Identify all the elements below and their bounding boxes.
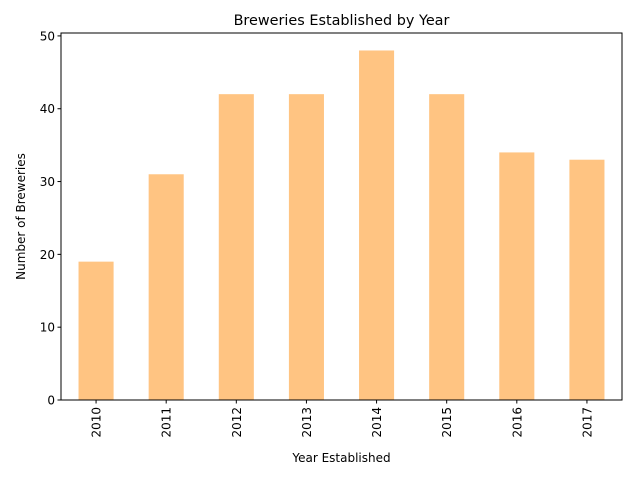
x-tick-label: 2012 bbox=[230, 407, 244, 438]
x-tick-label: 2016 bbox=[510, 407, 524, 438]
chart-title: Breweries Established by Year bbox=[234, 13, 450, 29]
y-tick-label: 40 bbox=[40, 102, 55, 116]
x-tick-label: 2014 bbox=[370, 407, 384, 438]
bar-2016 bbox=[499, 152, 535, 400]
bar-2011 bbox=[148, 174, 184, 400]
bar-2012 bbox=[218, 94, 254, 401]
x-tick-label: 2013 bbox=[300, 407, 314, 438]
x-tick-label: 2010 bbox=[90, 407, 104, 438]
y-tick-label: 50 bbox=[40, 29, 55, 43]
y-tick-label: 10 bbox=[40, 321, 55, 335]
plot-frame bbox=[60, 32, 623, 401]
y-axis-label: Number of Breweries bbox=[14, 153, 28, 280]
bar-2010 bbox=[78, 261, 114, 400]
y-tick-label: 30 bbox=[40, 175, 55, 189]
y-axis-ticks: 0 10 20 30 40 50 bbox=[40, 29, 61, 408]
bar-2013 bbox=[288, 94, 324, 401]
bars-group bbox=[78, 50, 605, 401]
y-tick-label: 0 bbox=[47, 394, 55, 408]
bar-2017 bbox=[569, 159, 605, 400]
y-tick-label: 20 bbox=[40, 248, 55, 262]
x-axis-ticks: 2010 2011 2012 2013 2014 2015 2016 2017 bbox=[90, 400, 594, 438]
bar-2014 bbox=[359, 50, 395, 400]
bar-2015 bbox=[429, 94, 465, 401]
x-tick-label: 2011 bbox=[160, 407, 174, 438]
x-tick-label: 2015 bbox=[440, 407, 454, 438]
x-tick-label: 2017 bbox=[580, 407, 594, 438]
x-axis-label: Year Established bbox=[291, 451, 390, 465]
